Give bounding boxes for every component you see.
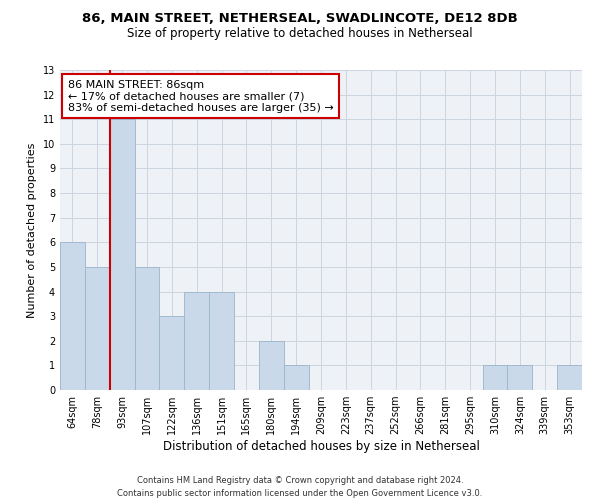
Bar [134, 267, 160, 390]
Y-axis label: Number of detached properties: Number of detached properties [27, 142, 37, 318]
Bar [110, 119, 134, 390]
Bar [482, 366, 508, 390]
Bar [284, 366, 308, 390]
Bar [508, 366, 532, 390]
Bar [184, 292, 209, 390]
Text: 86 MAIN STREET: 86sqm
← 17% of detached houses are smaller (7)
83% of semi-detac: 86 MAIN STREET: 86sqm ← 17% of detached … [68, 80, 334, 113]
Bar [85, 267, 110, 390]
Bar [557, 366, 582, 390]
X-axis label: Distribution of detached houses by size in Netherseal: Distribution of detached houses by size … [163, 440, 479, 453]
Text: Contains HM Land Registry data © Crown copyright and database right 2024.
Contai: Contains HM Land Registry data © Crown c… [118, 476, 482, 498]
Bar [259, 341, 284, 390]
Text: 86, MAIN STREET, NETHERSEAL, SWADLINCOTE, DE12 8DB: 86, MAIN STREET, NETHERSEAL, SWADLINCOTE… [82, 12, 518, 26]
Bar [209, 292, 234, 390]
Text: Size of property relative to detached houses in Netherseal: Size of property relative to detached ho… [127, 28, 473, 40]
Bar [60, 242, 85, 390]
Bar [160, 316, 184, 390]
